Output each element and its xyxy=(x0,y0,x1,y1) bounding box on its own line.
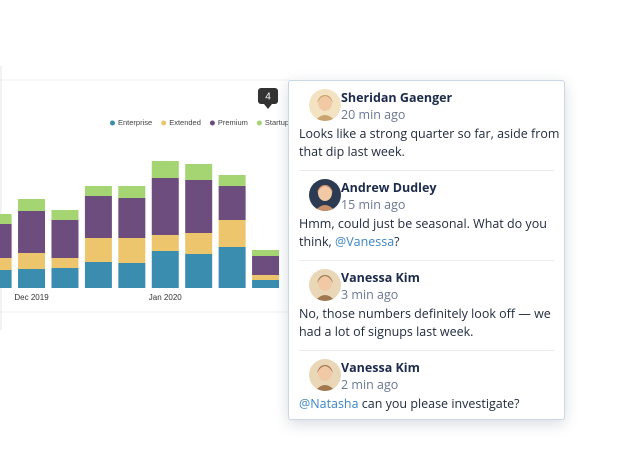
comment: Andrew Dudley 15 min ago Hmm, could just b… xyxy=(299,171,554,261)
x-tick-label: Jan 2020 xyxy=(149,293,182,302)
comment-badge[interactable]: 4 xyxy=(258,88,278,109)
chart: Dec 2019 Jan 2020 Enterprise Extended Premi… xyxy=(0,66,290,330)
comment-text: No, those numbers definitely look off — … xyxy=(299,305,561,341)
legend-label: Premium xyxy=(218,118,248,127)
comment-author: Sheridan Gaenger xyxy=(341,89,453,106)
avatar xyxy=(309,89,341,121)
text-part: Looks like a strong quarter so far, asid… xyxy=(299,125,560,160)
comment-text: @Natasha can you please investigate? xyxy=(299,395,561,413)
avatar xyxy=(309,269,341,301)
bar-segment xyxy=(18,269,46,288)
bar-segment xyxy=(51,258,79,268)
bar-segment xyxy=(118,263,146,288)
comment-time: 20 min ago xyxy=(341,106,406,123)
text-part: Hmm, could just be seasonal. What do you… xyxy=(299,215,547,250)
legend-label: Enterprise xyxy=(118,118,152,127)
legend-label: Extended xyxy=(169,118,201,127)
comment: Sheridan Gaenger 20 min ago Looks like a s… xyxy=(299,81,559,171)
comment-time: 2 min ago xyxy=(341,376,399,393)
bar-segment xyxy=(0,270,12,288)
legend-swatch xyxy=(161,120,167,126)
bar-segment xyxy=(218,175,246,186)
badge-bubble xyxy=(258,88,278,104)
legend-swatch xyxy=(209,120,215,126)
comments-popup: Sheridan Gaenger 20 min ago Looks like a s… xyxy=(288,80,565,420)
legend: Enterprise Extended Premium Startup xyxy=(110,118,289,127)
avatar-image xyxy=(309,89,341,121)
bar-segment xyxy=(252,275,280,280)
plot-area: Dec 2019 Jan 2020 xyxy=(0,161,280,302)
bar-segment xyxy=(185,254,213,288)
avatar-image xyxy=(309,269,341,301)
bar-segment xyxy=(18,253,46,269)
bar-segment xyxy=(252,256,280,275)
comment-time: 3 min ago xyxy=(341,286,399,303)
text-part: No, those numbers definitely look off — … xyxy=(299,305,551,340)
bar-segment xyxy=(51,220,79,258)
badge-count: 4 xyxy=(265,92,271,103)
bar-segment xyxy=(0,214,12,224)
bar-segment xyxy=(84,196,112,238)
comment-text: Looks like a strong quarter so far, asid… xyxy=(299,125,561,161)
x-tick-label: Dec 2019 xyxy=(14,293,49,302)
bar-segment xyxy=(51,268,79,288)
avatar xyxy=(309,179,341,211)
bar-segment xyxy=(218,247,246,288)
legend-swatch xyxy=(110,120,115,126)
comment: Vanessa Kim 3 min ago No, those numbers de… xyxy=(299,261,554,351)
comment-author: Vanessa Kim xyxy=(341,269,420,286)
bar-segment xyxy=(151,235,179,251)
bar-segment xyxy=(151,251,179,288)
comment-author: Andrew Dudley xyxy=(341,179,437,196)
bar-segment xyxy=(84,262,112,288)
bar-segment xyxy=(0,258,12,270)
bar-segment xyxy=(84,238,112,262)
bar-segment xyxy=(252,250,280,256)
bar-segment xyxy=(218,186,246,220)
badge-tail xyxy=(264,104,272,109)
avatar-image xyxy=(309,179,341,211)
bar-segment xyxy=(51,210,79,220)
bar-segment xyxy=(185,180,213,233)
avatar-image xyxy=(309,359,341,391)
bar-segment xyxy=(18,211,46,253)
bar-segment xyxy=(185,233,213,254)
legend-label: Startup xyxy=(265,118,289,127)
bar-segment xyxy=(252,280,280,288)
text-part: can you please investigate? xyxy=(358,395,520,412)
bar-segment xyxy=(118,198,146,238)
comment-text: Hmm, could just be seasonal. What do you… xyxy=(299,215,561,251)
comment: Vanessa Kim 2 min ago @Natasha can you ple… xyxy=(299,351,554,441)
mention: @Vanessa xyxy=(335,233,395,250)
bar-segment xyxy=(185,164,213,180)
legend-swatch xyxy=(256,120,262,126)
bar-segment xyxy=(84,186,112,196)
bar-segment xyxy=(151,178,179,235)
mention: @Natasha xyxy=(299,395,359,412)
text-part: ? xyxy=(394,233,400,250)
bar-segment xyxy=(18,199,46,211)
bar-segment xyxy=(0,224,12,258)
bar-segment xyxy=(218,220,246,247)
avatar xyxy=(309,359,341,391)
bar-segment xyxy=(151,161,179,178)
comment-time: 15 min ago xyxy=(341,196,406,213)
comment-author: Vanessa Kim xyxy=(341,359,420,376)
bar-segment xyxy=(118,238,146,263)
bar-segment xyxy=(118,186,146,198)
